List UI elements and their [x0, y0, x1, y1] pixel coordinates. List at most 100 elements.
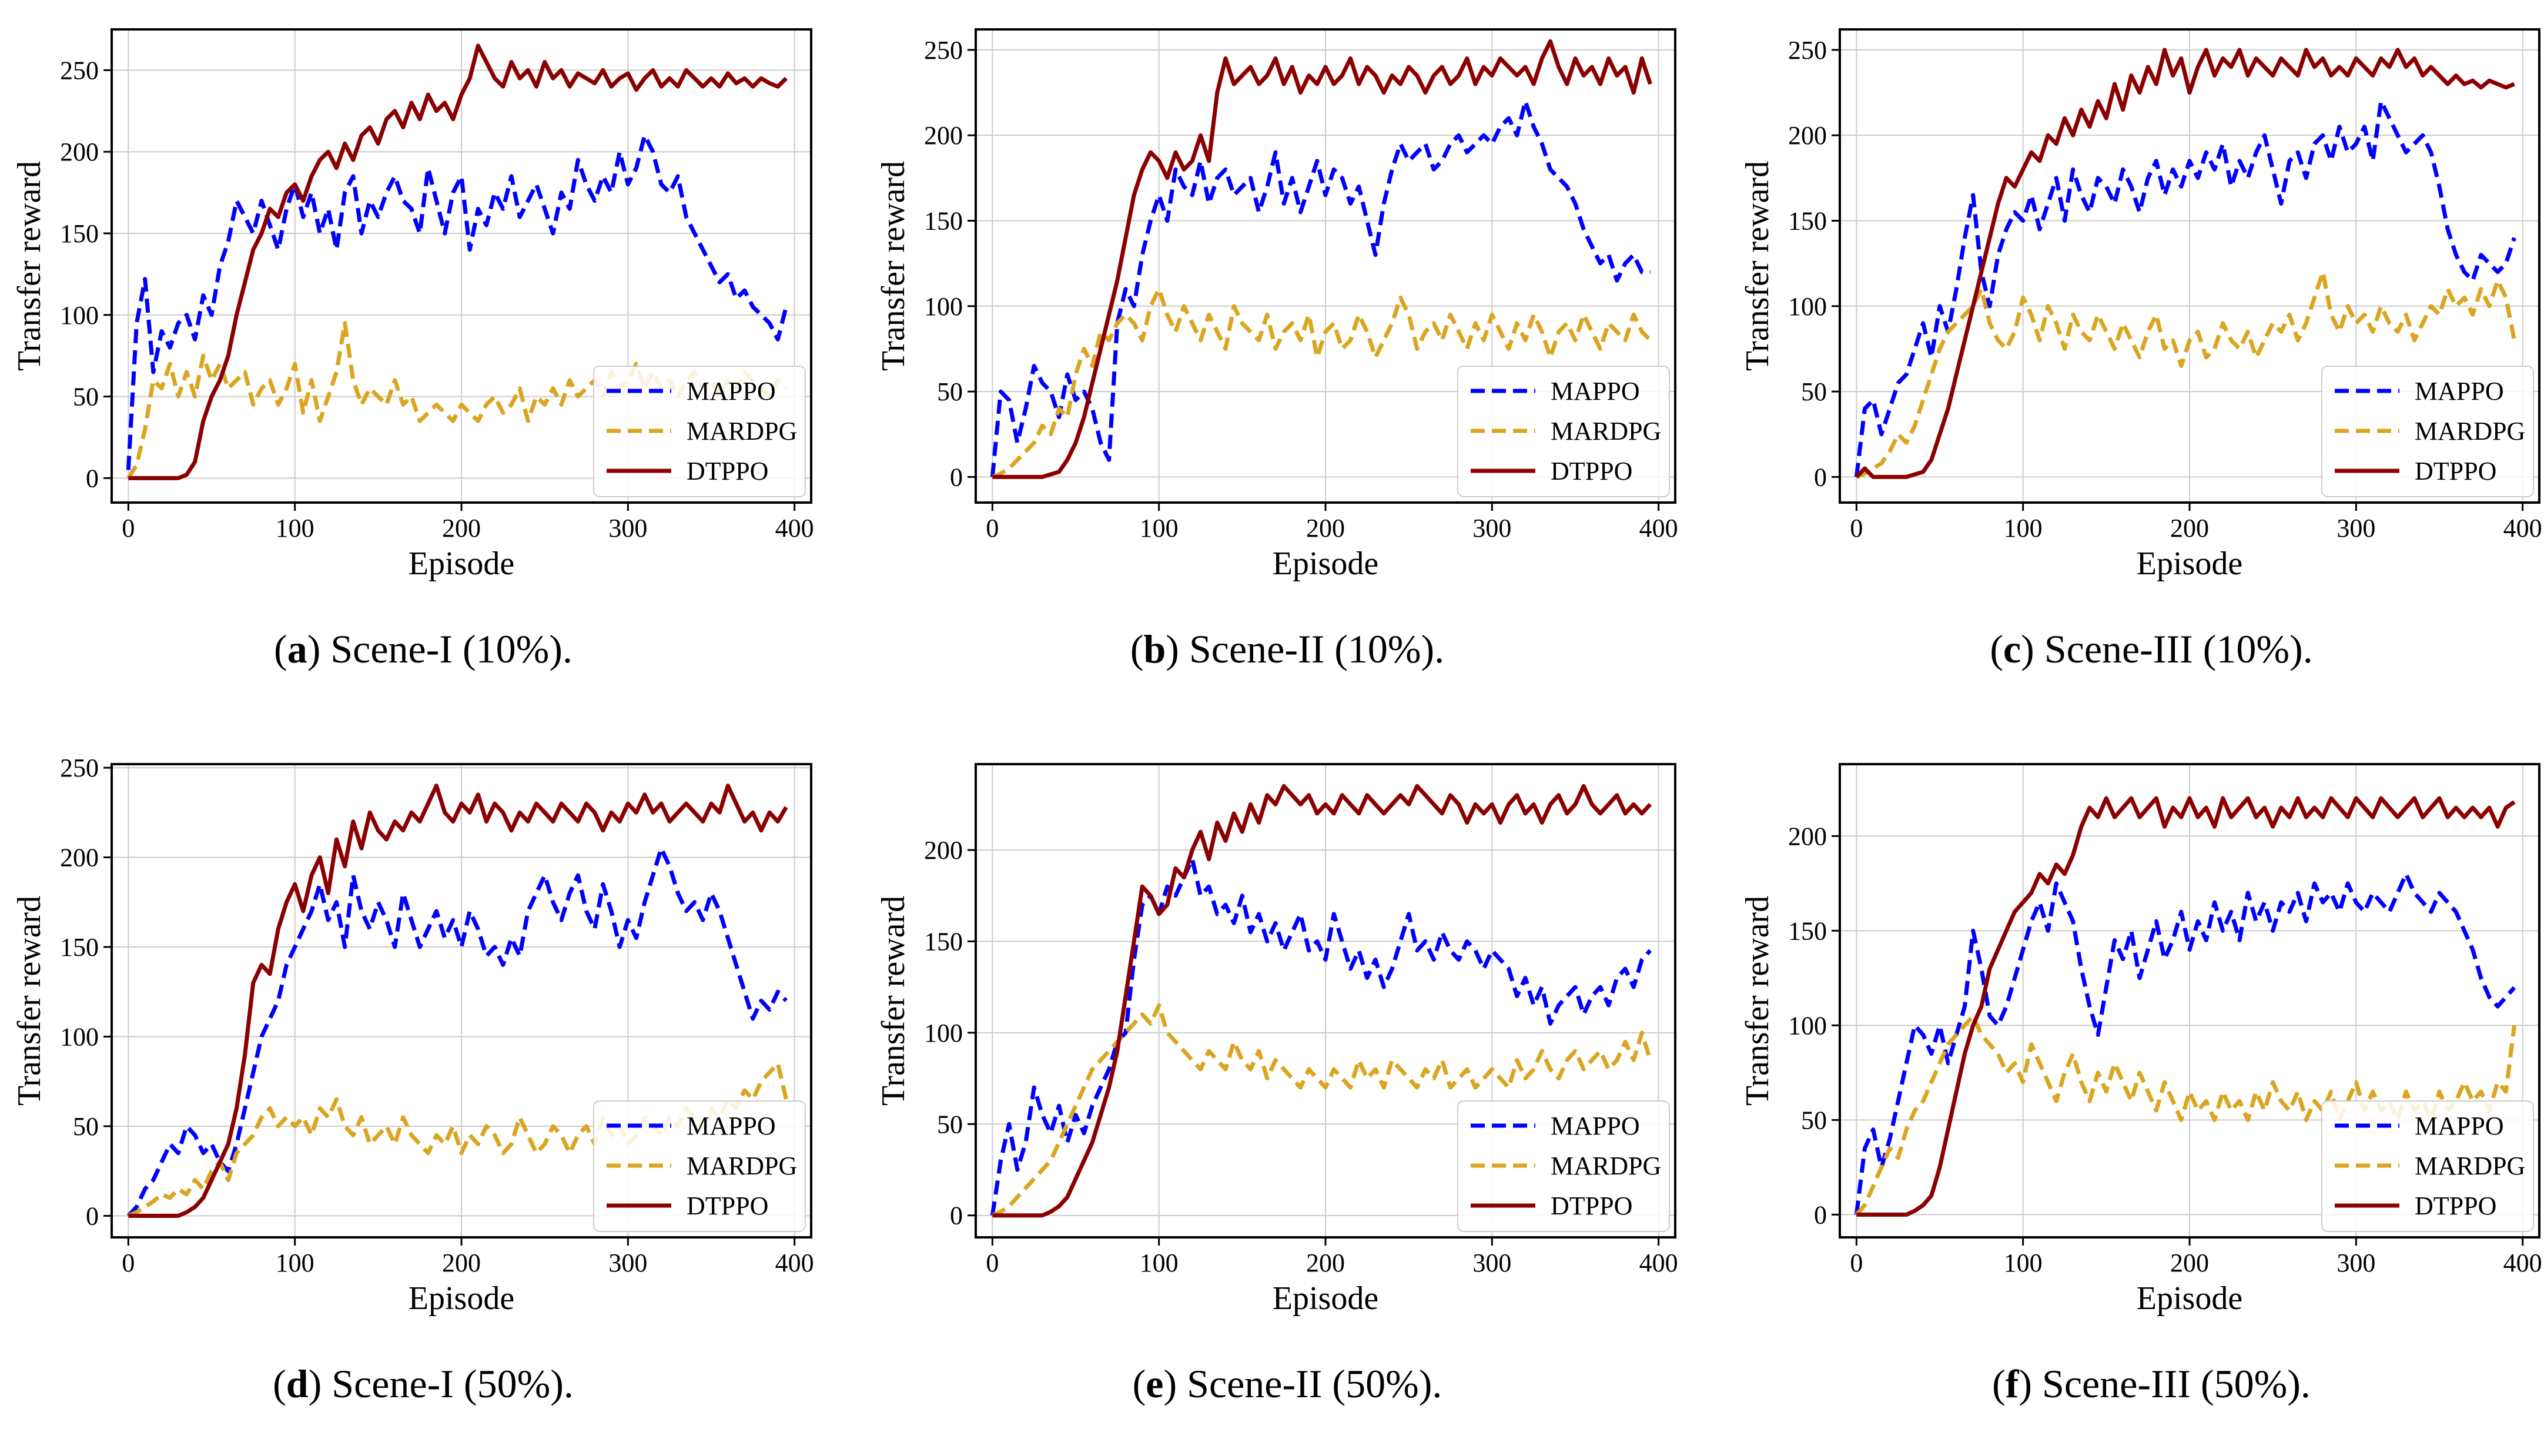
y-tick-label: 200 [924, 121, 963, 150]
caption-letter: b [1143, 627, 1166, 671]
legend-label: MAPPO [1551, 377, 1640, 406]
panel-f: 0 100 200 300 400 0 50 100 150 200 Episode Transfer… [1728, 735, 2544, 1456]
caption-letter: e [1146, 1361, 1164, 1406]
panel-d: 0 100 200 300 400 0 50 100 150 200 250 Episode Trans… [0, 735, 846, 1456]
y-axis-label: Transfer reward [1739, 161, 1776, 371]
panel-a: 0 100 200 300 400 0 50 100 150 200 250 Episode Trans… [0, 0, 846, 721]
x-tick-label: 300 [1472, 514, 1511, 543]
y-tick-label: 250 [60, 754, 99, 782]
y-tick-label: 250 [924, 36, 963, 65]
chart-a: 0 100 200 300 400 0 50 100 150 200 250 Episode Trans… [11, 28, 814, 582]
legend-label: MARDPG [1551, 417, 1661, 446]
legend-box [2321, 366, 2534, 497]
legend-label: MAPPO [687, 1112, 776, 1140]
caption-text: Scene-I (50%). [332, 1361, 574, 1406]
y-tick-label: 200 [1788, 822, 1827, 851]
series-line-mardpg [1855, 270, 2516, 479]
y-tick-label: 50 [73, 383, 99, 411]
series-line-dtppo [1856, 796, 2516, 1217]
y-tick-label: 150 [1788, 916, 1827, 945]
y-tick-label: 0 [1814, 1200, 1827, 1229]
legend-label: MAPPO [1551, 1112, 1640, 1140]
y-axis-label: Transfer reward [875, 896, 912, 1106]
x-tick-label: 0 [986, 1249, 999, 1277]
legend: MAPPO MARDPG DTPPO [1457, 1100, 1670, 1232]
panel-e: 0 100 200 300 400 0 50 100 150 200 Episode Transfer… [864, 735, 1710, 1456]
caption-b: (b) Scene-II (10%). [1130, 627, 1445, 671]
caption-text: Scene-II (50%). [1187, 1361, 1442, 1406]
caption-a: (a) Scene-I (10%). [274, 627, 573, 671]
caption-letter: a [287, 627, 307, 671]
caption-f: (f) Scene-III (50%). [1992, 1361, 2311, 1406]
series-line-mardpg [126, 321, 788, 480]
legend-label: DTPPO [2415, 457, 2496, 486]
legend-label: DTPPO [1551, 457, 1632, 486]
x-tick-label: 0 [122, 514, 135, 543]
x-tick-label: 0 [1850, 1249, 1863, 1277]
caption-letter: f [2005, 1361, 2019, 1406]
x-tick-label: 200 [442, 1249, 481, 1277]
y-tick-label: 200 [60, 844, 99, 872]
x-tick-label: 400 [2503, 1249, 2542, 1277]
y-tick-label: 100 [924, 292, 963, 321]
x-tick-label: 100 [276, 514, 314, 543]
y-tick-label: 250 [60, 56, 99, 85]
caption-text: Scene-II (10%). [1189, 627, 1445, 671]
series-line-dtppo [992, 39, 1652, 479]
x-tick-label: 0 [1850, 514, 1863, 543]
legend-label: MAPPO [2415, 377, 2504, 406]
legend-label: MAPPO [687, 377, 776, 406]
series-line-mappo [126, 846, 788, 1217]
x-tick-label: 300 [2337, 1249, 2375, 1277]
y-tick-label: 100 [60, 301, 99, 330]
y-tick-label: 0 [950, 1201, 963, 1230]
series-line-dtppo [1855, 48, 2515, 479]
y-axis-label: Transfer reward [11, 161, 48, 371]
y-tick-label: 50 [937, 1110, 963, 1139]
x-axis-label: Episode [1273, 1280, 1378, 1317]
y-tick-label: 100 [1788, 1011, 1827, 1040]
y-tick-label: 50 [1801, 377, 1827, 406]
x-tick-label: 200 [1306, 1249, 1345, 1277]
y-tick-label: 250 [1788, 36, 1827, 65]
x-tick-label: 400 [2503, 514, 2542, 543]
x-tick-label: 200 [442, 514, 481, 543]
legend-label: MARDPG [2415, 417, 2525, 446]
legend-box [2321, 1100, 2534, 1232]
chart-b: 0 100 200 300 400 0 50 100 150 200 250 Episode Trans… [875, 28, 1678, 582]
x-tick-label: 100 [276, 1249, 314, 1277]
caption-text: Scene-III (10%). [2044, 627, 2313, 671]
legend: MAPPO MARDPG DTPPO [2321, 1100, 2534, 1232]
chart-d: 0 100 200 300 400 0 50 100 150 200 250 Episode Trans… [11, 754, 814, 1317]
series-line-mardpg [1855, 1013, 2516, 1216]
series-line-dtppo [128, 784, 788, 1218]
x-tick-label: 400 [775, 1249, 814, 1277]
series-line-mappo [990, 857, 1652, 1216]
y-tick-label: 50 [937, 377, 963, 406]
legend-label: DTPPO [2415, 1191, 2496, 1220]
series-line-mardpg [991, 1003, 1652, 1217]
panel-c: 0 100 200 300 400 0 50 100 150 200 250 Episode Trans… [1728, 0, 2544, 721]
y-tick-label: 150 [924, 206, 963, 235]
y-tick-label: 50 [1801, 1106, 1827, 1134]
y-tick-label: 200 [60, 138, 99, 166]
x-tick-label: 200 [1306, 514, 1345, 543]
caption-text: Scene-I (10%). [330, 627, 573, 671]
legend-box [1457, 366, 1670, 497]
x-tick-label: 400 [775, 514, 814, 543]
series-line-dtppo [128, 43, 788, 480]
y-tick-label: 0 [950, 463, 963, 491]
x-tick-label: 0 [986, 514, 999, 543]
y-axis-label: Transfer reward [1739, 896, 1776, 1106]
legend-label: MARDPG [687, 417, 797, 446]
series-line-mardpg [991, 287, 1652, 479]
x-tick-label: 100 [1140, 514, 1179, 543]
x-tick-label: 300 [608, 1249, 647, 1277]
series-line-mappo [1854, 99, 2516, 477]
legend-box [593, 366, 806, 497]
x-tick-label: 200 [2170, 1249, 2209, 1277]
series-line-dtppo [992, 784, 1652, 1218]
legend-label: DTPPO [687, 1191, 768, 1220]
y-tick-label: 100 [1788, 292, 1827, 321]
x-tick-label: 200 [2170, 514, 2209, 543]
